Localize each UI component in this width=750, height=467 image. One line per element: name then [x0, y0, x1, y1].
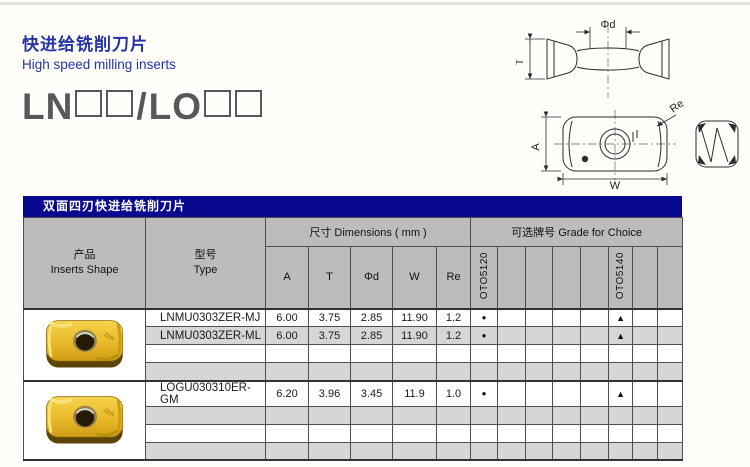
grade-triangle-mark: ▲	[608, 326, 634, 345]
dim-phid-cell: 2.85	[350, 307, 393, 327]
col-header-phi-d: Φd	[350, 246, 393, 309]
grade-dot-mark: ●	[470, 379, 499, 407]
table-row: LNMU0303ZER-MJ 6.00 3.75 2.85 11.90 1.2 …	[23, 307, 684, 381]
col-header-product: 产品 Inserts Shape	[23, 217, 146, 309]
logu-insert-photo-icon	[39, 391, 131, 450]
top-divider	[0, 2, 750, 5]
page-title-zh: 快进给铣削刀片	[22, 35, 148, 54]
table-row-empty	[24, 362, 684, 381]
series-placeholder-box	[106, 90, 134, 117]
dim-t-cell: 3.96	[308, 379, 351, 407]
product-image-lnmu	[23, 307, 146, 381]
table-row-empty	[24, 441, 684, 461]
section-title-bar: 双面四刃快进给铣削刀片	[23, 196, 682, 217]
type-cell: LNMU0303ZER-MJ	[145, 307, 266, 327]
col-header-grade-empty	[657, 246, 684, 309]
dim-label-re: Re	[668, 98, 686, 116]
grade-triangle-mark: ▲	[608, 307, 634, 327]
dim-a-cell: 6.20	[265, 379, 309, 407]
dim-phid-cell: 2.85	[350, 326, 393, 345]
series-prefix-lo: LO	[148, 86, 202, 127]
page-title-en: High speed milling inserts	[22, 57, 176, 72]
dim-label-t: T	[516, 58, 526, 65]
table-row: LNMU0303ZER-ML 6.00 3.75 2.85 11.90 1.2 …	[24, 326, 684, 345]
table-row-empty	[24, 405, 684, 425]
page-header: 快进给铣削刀片 High speed milling inserts LN /LO	[22, 30, 264, 125]
dim-label-a: A	[530, 143, 542, 151]
grade-dot-mark: ●	[470, 326, 499, 345]
col-header-grade-oto5120: OTO5120	[470, 246, 499, 309]
col-header-grade-empty	[525, 246, 554, 309]
product-image-logu	[23, 379, 146, 461]
dim-a-cell: 6.00	[265, 307, 309, 327]
dim-re-cell: 1.2	[435, 307, 472, 327]
series-separator: /	[136, 86, 148, 127]
col-header-grade-empty	[552, 246, 582, 309]
insert-catalog-table: 双面四刃快进给铣削刀片 产品 Inserts Shape 型号 Type	[23, 196, 684, 461]
dim-re-cell: 1.2	[435, 326, 472, 345]
dim-w-cell: 11.9	[392, 379, 437, 407]
series-placeholder-box	[75, 90, 103, 117]
technical-drawing: Φd T A W	[516, 18, 744, 190]
col-header-grade-empty	[632, 246, 659, 309]
col-header-type-zh: 型号	[194, 248, 217, 261]
col-header-re: Re	[435, 246, 472, 309]
col-header-type-en: Type	[193, 263, 218, 276]
dim-t-cell: 3.75	[308, 307, 351, 327]
series-placeholder-box	[204, 90, 231, 117]
col-header-product-zh: 产品	[73, 248, 96, 261]
dim-t-cell: 3.75	[308, 326, 351, 345]
col-header-w: W	[392, 246, 437, 309]
dim-a-cell: 6.00	[265, 326, 309, 345]
grade-triangle-mark: ▲	[608, 379, 634, 407]
col-group-grades: 可选牌号 Grade for Choice	[470, 217, 684, 247]
dim-label-phi-d: Φd	[601, 19, 616, 31]
lnmu-insert-photo-icon	[39, 315, 131, 374]
table-row: LOGU030310ER-GM 6.20 3.96 3.45 11.9 1.0 …	[23, 379, 684, 461]
col-header-grade-empty	[497, 246, 527, 309]
type-cell: LOGU030310ER-GM	[145, 379, 266, 407]
type-cell: LNMU0303ZER-ML	[145, 326, 266, 345]
col-header-type: 型号 Type	[145, 217, 266, 309]
col-group-dimensions: 尺寸 Dimensions ( mm )	[264, 217, 472, 247]
dim-label-w: W	[610, 180, 621, 190]
table-row-empty	[24, 344, 684, 363]
grade-dot-mark: ●	[470, 307, 499, 327]
insert-dimension-drawing-icon: Φd T A W	[516, 19, 739, 190]
col-header-t: T	[308, 246, 351, 309]
col-header-a: A	[265, 246, 309, 309]
col-header-product-en: Inserts Shape	[50, 263, 119, 276]
table-row-empty	[24, 423, 684, 443]
dim-phid-cell: 3.45	[350, 379, 393, 407]
section-title: 双面四刃快进给铣削刀片	[43, 199, 187, 213]
dim-re-cell: 1.0	[435, 379, 472, 407]
dim-w-cell: 11.90	[392, 307, 437, 327]
col-header-grade-oto5140: OTO5140	[608, 246, 634, 309]
series-code: LN /LO	[22, 88, 264, 125]
col-header-grade-empty	[580, 246, 610, 309]
spec-table: 产品 Inserts Shape 型号 Type 尺寸 Dimensions (…	[23, 217, 684, 461]
series-placeholder-box	[235, 90, 262, 117]
series-prefix-ln: LN	[22, 86, 74, 127]
dim-w-cell: 11.90	[392, 326, 437, 345]
